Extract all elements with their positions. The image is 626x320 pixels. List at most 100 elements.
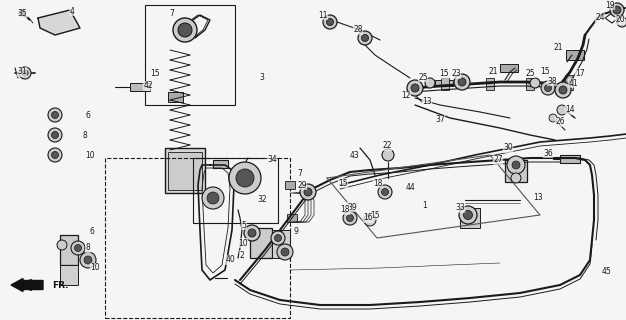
Circle shape: [511, 173, 521, 183]
Circle shape: [541, 81, 555, 95]
Circle shape: [361, 35, 369, 42]
Circle shape: [463, 211, 473, 220]
Text: 32: 32: [257, 196, 267, 204]
Text: 1: 1: [423, 201, 428, 210]
Bar: [168, 92, 183, 102]
Circle shape: [381, 188, 389, 196]
Text: 15: 15: [370, 211, 380, 220]
Circle shape: [51, 111, 58, 118]
Bar: [130, 83, 150, 91]
Bar: [566, 50, 584, 60]
Text: 15: 15: [439, 69, 449, 78]
Text: 20: 20: [615, 15, 625, 25]
Text: 27: 27: [493, 156, 503, 164]
Circle shape: [459, 206, 477, 224]
Bar: [565, 75, 573, 90]
Text: 9: 9: [294, 228, 299, 236]
Bar: [285, 181, 295, 189]
Text: 2: 2: [240, 251, 244, 260]
Circle shape: [173, 18, 197, 42]
Text: 13: 13: [422, 98, 432, 107]
Circle shape: [51, 132, 58, 139]
Text: 25: 25: [418, 73, 428, 82]
Circle shape: [304, 188, 312, 196]
Circle shape: [74, 244, 81, 252]
Circle shape: [364, 214, 376, 226]
Circle shape: [343, 211, 357, 225]
Circle shape: [22, 70, 28, 76]
Circle shape: [57, 240, 67, 250]
Circle shape: [454, 74, 470, 90]
Text: 8: 8: [83, 131, 88, 140]
Circle shape: [48, 128, 62, 142]
Text: 12: 12: [401, 92, 411, 100]
Text: FR.: FR.: [52, 281, 68, 290]
Circle shape: [347, 214, 354, 221]
Text: 24: 24: [595, 13, 605, 22]
Circle shape: [358, 31, 372, 45]
Text: 13: 13: [533, 193, 543, 202]
Text: 3: 3: [260, 74, 264, 83]
Circle shape: [80, 252, 96, 268]
Text: 26: 26: [555, 117, 565, 126]
Text: 33: 33: [455, 204, 465, 212]
Text: 6: 6: [86, 110, 90, 119]
Circle shape: [557, 105, 567, 115]
Bar: [287, 214, 297, 222]
Circle shape: [274, 235, 282, 242]
Bar: [250, 228, 272, 258]
Text: 11: 11: [318, 11, 328, 20]
Circle shape: [610, 3, 624, 17]
Circle shape: [555, 82, 571, 98]
Circle shape: [323, 15, 337, 29]
Circle shape: [613, 6, 621, 14]
Text: 38: 38: [547, 76, 557, 85]
Text: 35: 35: [17, 10, 27, 19]
Bar: [500, 64, 518, 72]
Circle shape: [236, 169, 254, 187]
Circle shape: [281, 248, 289, 256]
Text: 4: 4: [69, 6, 74, 15]
Text: 7: 7: [297, 169, 302, 178]
Text: 43: 43: [349, 150, 359, 159]
FancyArrow shape: [11, 278, 43, 292]
Circle shape: [271, 231, 285, 245]
Circle shape: [244, 225, 260, 241]
Text: 28: 28: [353, 26, 362, 35]
Text: 36: 36: [543, 148, 553, 157]
Circle shape: [507, 156, 525, 174]
Circle shape: [530, 78, 540, 88]
Circle shape: [425, 78, 435, 88]
Circle shape: [84, 256, 92, 264]
Circle shape: [411, 84, 419, 92]
Circle shape: [48, 148, 62, 162]
Text: 40: 40: [225, 255, 235, 265]
Circle shape: [51, 151, 58, 158]
Circle shape: [277, 244, 293, 260]
Bar: [168, 152, 202, 190]
Polygon shape: [38, 10, 80, 35]
Circle shape: [300, 184, 316, 200]
Text: 10: 10: [85, 150, 95, 159]
Text: 29: 29: [297, 180, 307, 189]
Text: 45: 45: [602, 268, 612, 276]
Circle shape: [382, 149, 394, 161]
Text: 7: 7: [170, 9, 175, 18]
Bar: [505, 160, 527, 182]
Circle shape: [559, 86, 567, 94]
Text: 15: 15: [150, 69, 160, 78]
Text: 10: 10: [90, 263, 100, 273]
Circle shape: [407, 80, 423, 96]
Circle shape: [19, 10, 25, 16]
Circle shape: [549, 114, 557, 122]
Bar: [60, 235, 78, 265]
Text: 41: 41: [568, 78, 578, 87]
Circle shape: [458, 78, 466, 86]
Bar: [193, 158, 278, 223]
Bar: [560, 155, 580, 163]
Text: 37: 37: [435, 116, 445, 124]
Text: 34: 34: [267, 156, 277, 164]
Text: 17: 17: [575, 68, 585, 77]
Text: 42: 42: [143, 82, 153, 91]
Bar: [145, 5, 235, 105]
